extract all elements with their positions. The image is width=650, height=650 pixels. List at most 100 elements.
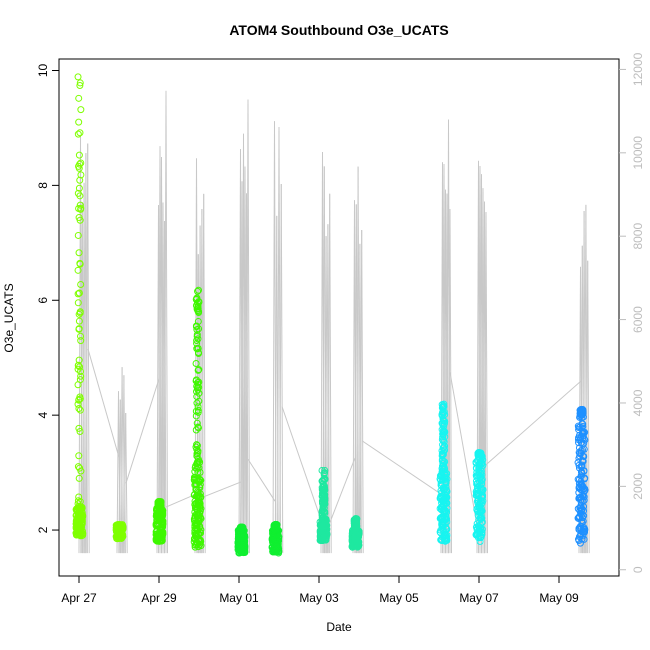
altitude-spike xyxy=(587,260,590,554)
altitude-spike xyxy=(280,183,284,554)
data-point xyxy=(320,482,328,490)
data-point xyxy=(441,491,449,499)
chart-title: ATOM4 Southbound O3e_UCATS xyxy=(229,22,448,38)
altitude-transit xyxy=(485,380,582,466)
x-tick-label: May 05 xyxy=(379,591,419,605)
data-point xyxy=(75,452,83,460)
data-point xyxy=(581,474,589,482)
data-point xyxy=(196,477,204,485)
data-point xyxy=(473,505,481,513)
data-point xyxy=(577,462,585,470)
data-point xyxy=(579,420,587,428)
data-point xyxy=(580,487,588,495)
data-point xyxy=(192,359,200,367)
data-point xyxy=(75,289,83,297)
data-point xyxy=(75,513,83,521)
data-point xyxy=(240,549,248,557)
data-point xyxy=(194,497,202,505)
data-point xyxy=(351,538,359,546)
altitude-transit xyxy=(247,458,276,502)
data-point xyxy=(194,448,202,456)
y2-tick-label: 4000 xyxy=(631,389,645,416)
data-point xyxy=(76,464,84,472)
data-point xyxy=(475,523,483,531)
data-point xyxy=(351,526,359,534)
data-point xyxy=(153,520,161,528)
data-point xyxy=(442,486,450,494)
x-tick-label: Apr 27 xyxy=(61,591,97,605)
data-point xyxy=(194,287,202,295)
data-point xyxy=(77,106,85,114)
y2-tick-label: 8000 xyxy=(631,223,645,250)
data-point xyxy=(117,531,125,539)
altitude-spike xyxy=(361,230,364,554)
data-point xyxy=(76,82,84,90)
data-point xyxy=(195,366,203,374)
data-point xyxy=(77,171,85,179)
data-point xyxy=(195,475,203,483)
data-point xyxy=(195,509,203,517)
data-point xyxy=(578,514,586,522)
data-point xyxy=(155,503,163,511)
data-point xyxy=(441,506,449,514)
y2-tick-label: 6000 xyxy=(631,306,645,333)
data-point xyxy=(74,130,82,138)
data-point xyxy=(195,514,203,522)
data-point xyxy=(316,536,324,544)
data-point xyxy=(196,490,204,498)
data-point xyxy=(74,290,82,298)
data-point xyxy=(350,542,358,550)
data-point xyxy=(193,339,201,347)
data-point xyxy=(319,498,327,506)
data-point xyxy=(270,524,278,532)
data-point xyxy=(77,204,85,212)
data-point xyxy=(473,489,481,497)
data-point xyxy=(580,439,588,447)
data-point xyxy=(193,337,201,345)
data-point xyxy=(76,129,84,137)
data-point xyxy=(76,216,84,224)
data-point xyxy=(76,427,84,435)
axes: Apr 27 Apr 29 May 01 May 03 May 05 May 07 May … xyxy=(36,52,645,605)
data-point xyxy=(76,376,84,384)
data-point xyxy=(439,403,447,411)
data-point xyxy=(580,429,588,437)
data-point xyxy=(75,118,83,126)
altitude-spike xyxy=(203,193,206,554)
data-point xyxy=(193,441,201,449)
data-point xyxy=(76,260,84,268)
y-tick-label: 8 xyxy=(36,182,50,189)
y2-tick-label: 0 xyxy=(631,566,645,573)
altitude-spike xyxy=(247,99,250,554)
data-point xyxy=(193,419,201,427)
data-point xyxy=(441,428,449,436)
data-point xyxy=(580,452,588,460)
data-point xyxy=(439,450,447,458)
data-point xyxy=(75,404,83,412)
data-point xyxy=(194,408,202,416)
data-point xyxy=(195,517,203,525)
data-point xyxy=(113,521,121,529)
data-point xyxy=(440,448,448,456)
data-point xyxy=(439,429,447,437)
x-tick-label: May 01 xyxy=(219,591,259,605)
data-point xyxy=(73,528,81,536)
data-point xyxy=(576,523,584,531)
data-point xyxy=(477,472,485,480)
data-point xyxy=(581,485,589,493)
data-point xyxy=(157,532,165,540)
data-point xyxy=(351,535,359,543)
data-point xyxy=(195,298,203,306)
data-point xyxy=(238,524,246,532)
data-point xyxy=(351,525,359,533)
data-point xyxy=(76,192,84,200)
data-point xyxy=(76,309,84,317)
data-point xyxy=(476,449,484,457)
data-point xyxy=(318,514,326,522)
data-point xyxy=(75,493,83,501)
data-point xyxy=(75,184,83,192)
data-point xyxy=(443,531,451,539)
data-point xyxy=(77,372,85,380)
data-point xyxy=(576,522,584,530)
